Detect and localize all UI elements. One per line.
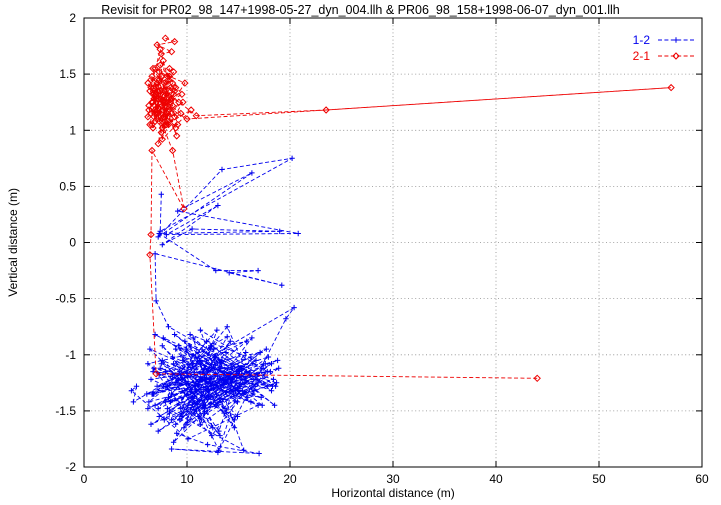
x-axis-label: Horizontal distance (m) xyxy=(331,486,455,500)
y-tick-label: 2 xyxy=(69,11,76,25)
x-tick-label: 60 xyxy=(695,472,709,486)
y-tick-label: -2 xyxy=(65,460,76,474)
plus-markers xyxy=(128,155,301,457)
y-tick-label: 1.5 xyxy=(59,67,76,81)
y-tick-label: 1 xyxy=(69,123,76,137)
legend-marker-2-1 xyxy=(672,52,680,60)
x-tick-label: 50 xyxy=(592,472,606,486)
legend-marker-1-2 xyxy=(673,37,679,43)
y-tick-label: 0 xyxy=(69,236,76,250)
legend-label-2-1: 2-1 xyxy=(633,49,651,63)
x-tick-label: 10 xyxy=(180,472,194,486)
y-tick-label: -1 xyxy=(65,348,76,362)
series-line-2-1 xyxy=(147,37,672,379)
diamond-markers xyxy=(144,34,675,383)
y-tick-label: -0.5 xyxy=(55,292,76,306)
y-tick-label: -1.5 xyxy=(55,404,76,418)
x-tick-label: 20 xyxy=(283,472,297,486)
legend-label-1-2: 1-2 xyxy=(633,33,651,47)
y-tick-label: 0.5 xyxy=(59,179,76,193)
series-line-1-2 xyxy=(130,157,299,454)
x-tick-label: 40 xyxy=(489,472,503,486)
chart-title: Revisit for PR02_98_147+1998-05-27_dyn_0… xyxy=(101,3,620,17)
x-tick-label: 30 xyxy=(386,472,400,486)
x-tick-label: 0 xyxy=(81,472,88,486)
